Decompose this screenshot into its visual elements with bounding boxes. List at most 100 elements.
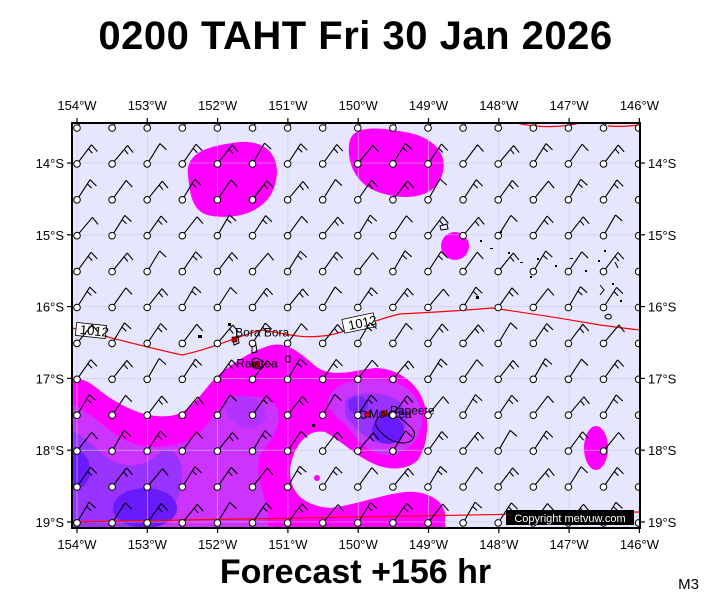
wind-barb bbox=[108, 287, 133, 312]
wind-barb bbox=[213, 501, 237, 527]
wind-barb bbox=[599, 359, 625, 384]
wind-barb bbox=[108, 123, 117, 132]
wind-barb bbox=[354, 502, 378, 527]
wind-barb bbox=[424, 143, 449, 168]
wind-barb bbox=[564, 358, 589, 384]
wind-barb bbox=[389, 215, 413, 240]
wind-barb bbox=[73, 431, 99, 455]
wind-barb bbox=[634, 339, 640, 348]
wind-barb bbox=[459, 501, 483, 527]
wind-barb bbox=[143, 395, 168, 420]
wind-barb bbox=[564, 286, 588, 312]
wind-barb bbox=[318, 286, 343, 312]
wind-barb bbox=[564, 143, 589, 168]
wind-barb bbox=[424, 358, 448, 384]
wind-barb bbox=[73, 394, 97, 420]
lat-label-right: 16°S bbox=[648, 300, 677, 315]
wind-barb bbox=[143, 250, 167, 276]
lat-label-left: 15°S bbox=[36, 228, 65, 243]
place-label: Raiatea bbox=[236, 357, 278, 371]
lat-label-left: 19°S bbox=[36, 515, 65, 530]
map-frame bbox=[71, 122, 641, 529]
wind-barb bbox=[108, 252, 134, 276]
wind-barb bbox=[213, 394, 238, 420]
wind-barb bbox=[108, 214, 132, 240]
wind-barb bbox=[599, 252, 625, 276]
lon-label-bottom: 150°W bbox=[339, 537, 379, 552]
wind-barb bbox=[178, 143, 203, 168]
wind-barb bbox=[424, 216, 449, 240]
wind-barb bbox=[459, 324, 485, 348]
lon-label-top: 147°W bbox=[550, 98, 590, 113]
wind-barb bbox=[599, 144, 625, 168]
wind-barb bbox=[634, 483, 640, 491]
wind-barb bbox=[283, 143, 308, 168]
wind-barb bbox=[248, 360, 274, 384]
wind-barb bbox=[599, 324, 625, 348]
lat-label-right: 18°S bbox=[648, 443, 677, 458]
wind-barb bbox=[389, 502, 414, 527]
wind-barb bbox=[424, 178, 448, 204]
rain-area bbox=[224, 395, 267, 429]
wind-barb bbox=[283, 430, 308, 455]
wind-barb bbox=[389, 360, 415, 384]
wind-barb bbox=[213, 466, 238, 491]
wind-barb bbox=[389, 395, 414, 420]
wind-barb bbox=[529, 323, 554, 348]
wind-barb bbox=[634, 411, 640, 419]
lat-label-left: 16°S bbox=[36, 300, 65, 315]
wind-barb bbox=[634, 447, 640, 455]
wind-barb bbox=[494, 145, 520, 168]
wind-barb bbox=[178, 466, 202, 491]
place-label: Bora Bora bbox=[235, 326, 289, 340]
wind-barb bbox=[213, 324, 239, 348]
wind-barb bbox=[634, 160, 640, 168]
wind-barb bbox=[529, 250, 553, 276]
wind-barb bbox=[108, 180, 133, 204]
wind-barb bbox=[424, 251, 448, 276]
lat-label-right: 15°S bbox=[648, 228, 677, 243]
lon-label-top: 148°W bbox=[479, 98, 519, 113]
wind-barb bbox=[389, 142, 413, 168]
wind-barb bbox=[108, 467, 133, 491]
wind-barb bbox=[318, 251, 344, 276]
wind-barb bbox=[529, 430, 554, 455]
wind-barb bbox=[283, 465, 307, 491]
wind-barb bbox=[634, 375, 640, 384]
wind-barb bbox=[564, 216, 590, 240]
wind-barb bbox=[73, 324, 99, 348]
wind-barb bbox=[178, 216, 204, 240]
wind-barb bbox=[178, 286, 202, 312]
lon-label-top: 149°W bbox=[409, 98, 449, 113]
wind-barb bbox=[108, 360, 134, 384]
wind-barbs bbox=[73, 123, 640, 527]
wind-barb bbox=[459, 216, 485, 240]
wind-barb bbox=[108, 322, 132, 348]
wind-barb bbox=[389, 287, 414, 312]
lat-label-right: 14°S bbox=[648, 156, 677, 171]
wind-barb bbox=[143, 358, 167, 384]
wind-barb bbox=[634, 196, 640, 204]
wind-barb bbox=[283, 503, 309, 527]
wind-barb bbox=[529, 123, 538, 132]
wind-barb bbox=[283, 358, 307, 384]
copyright-box: Copyright metvuw.com bbox=[506, 510, 634, 525]
wind-barb bbox=[283, 323, 308, 348]
wind-barb bbox=[318, 431, 344, 455]
wind-barb bbox=[424, 323, 449, 348]
wind-barb bbox=[494, 123, 503, 132]
wind-barb bbox=[494, 502, 519, 527]
wind-barb bbox=[529, 288, 555, 312]
wind-barb bbox=[354, 179, 379, 204]
lon-label-bottom: 147°W bbox=[550, 537, 590, 552]
wind-barb bbox=[213, 144, 239, 168]
wind-barb bbox=[178, 431, 203, 455]
wind-barb bbox=[143, 123, 152, 132]
wind-barb bbox=[424, 123, 433, 132]
wind-barb bbox=[599, 123, 608, 132]
wind-barb bbox=[599, 466, 624, 491]
wind-barb bbox=[389, 180, 414, 204]
wind-barb bbox=[564, 178, 588, 204]
wind-barb bbox=[213, 123, 222, 132]
